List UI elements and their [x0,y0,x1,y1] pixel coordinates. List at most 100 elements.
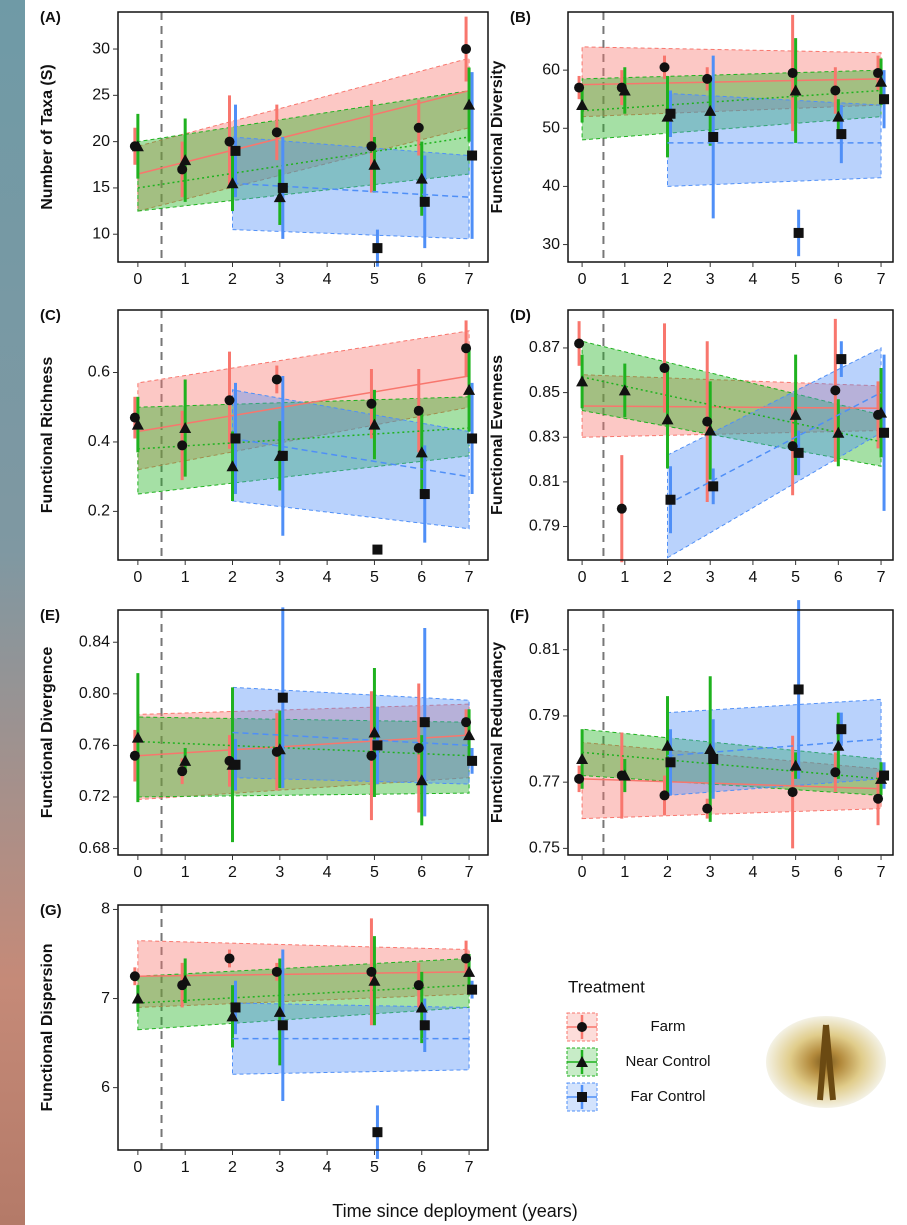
point [414,980,424,990]
y-tick-label: 40 [542,178,560,195]
panel-label: (E) [40,607,60,624]
point [830,385,840,395]
point [420,197,430,207]
x-tick-label: 4 [748,569,757,586]
x-tick-label: 6 [417,271,426,288]
point [879,428,889,438]
x-tick-label: 6 [417,569,426,586]
y-tick-label: 0.6 [88,364,110,381]
legend-title: Treatment [568,977,645,996]
point [879,94,889,104]
y-tick-label: 0.79 [529,707,560,724]
y-tick-label: 6 [101,1079,110,1096]
y-tick-label: 0.81 [529,473,560,490]
legend-label: Farm [651,1018,686,1035]
x-tick-label: 0 [133,864,142,881]
point [873,68,883,78]
x-tick-label: 5 [791,864,800,881]
point [177,766,187,776]
point [272,967,282,977]
point [366,967,376,977]
legend-label: Near Control [625,1053,710,1070]
point [372,243,382,253]
point [272,374,282,384]
x-tick-label: 7 [465,569,474,586]
x-tick-label: 4 [323,864,332,881]
y-tick-label: 10 [92,225,110,242]
point [372,1127,382,1137]
point [278,183,288,193]
point [231,1002,241,1012]
point [467,756,477,766]
point [225,395,235,405]
x-tick-label: 2 [663,864,672,881]
panel-label: (F) [510,607,529,624]
point [461,343,471,353]
point [278,451,288,461]
point [461,44,471,54]
confidence-band [668,699,882,795]
y-tick-label: 0.2 [88,503,110,520]
point [231,760,241,770]
y-tick-label: 60 [542,61,560,78]
point [225,137,235,147]
y-tick-label: 50 [542,119,560,136]
point [708,754,718,764]
point [467,151,477,161]
x-tick-label: 1 [181,864,190,881]
y-tick-label: 0.84 [79,633,110,650]
x-tick-label: 0 [578,569,587,586]
x-tick-label: 6 [834,271,843,288]
x-tick-label: 3 [706,271,715,288]
x-tick-label: 5 [791,271,800,288]
y-tick-label: 20 [92,133,110,150]
x-tick-label: 1 [620,569,629,586]
point [574,774,584,784]
y-axis-label: Functional Diversity [489,60,506,213]
point [225,953,235,963]
x-tick-label: 7 [465,1159,474,1176]
point [130,751,140,761]
x-tick-label: 0 [133,569,142,586]
x-tick-label: 1 [620,864,629,881]
y-tick-label: 0.4 [88,433,110,450]
x-tick-label: 4 [323,569,332,586]
point [708,481,718,491]
point [414,123,424,133]
y-tick-label: 0.83 [529,428,560,445]
x-tick-label: 4 [748,864,757,881]
y-axis-label: Functional Redundancy [489,642,506,823]
point [794,448,804,458]
confidence-band [233,687,470,784]
point [574,338,584,348]
x-tick-label: 3 [706,569,715,586]
point [708,132,718,142]
point [372,740,382,750]
x-tick-label: 2 [663,569,672,586]
panel-label: (G) [40,902,62,919]
point [420,1020,430,1030]
y-axis-label: Functional Richness [39,357,56,514]
point [660,363,670,373]
y-tick-label: 0.77 [529,773,560,790]
x-tick-label: 3 [706,864,715,881]
point [231,433,241,443]
legend-label: Far Control [630,1088,705,1105]
point [366,751,376,761]
x-tick-label: 7 [877,569,886,586]
x-tick-label: 3 [275,1159,284,1176]
y-tick-label: 30 [542,236,560,253]
point [414,743,424,753]
x-tick-label: 0 [133,271,142,288]
x-tick-label: 6 [417,864,426,881]
x-tick-label: 5 [370,1159,379,1176]
point [794,228,804,238]
confidence-band [668,93,882,186]
x-tick-label: 3 [275,271,284,288]
x-tick-label: 1 [181,271,190,288]
point [794,684,804,694]
point [420,717,430,727]
x-tick-label: 7 [465,271,474,288]
x-tick-label: 2 [663,271,672,288]
panel-label: (B) [510,9,531,26]
